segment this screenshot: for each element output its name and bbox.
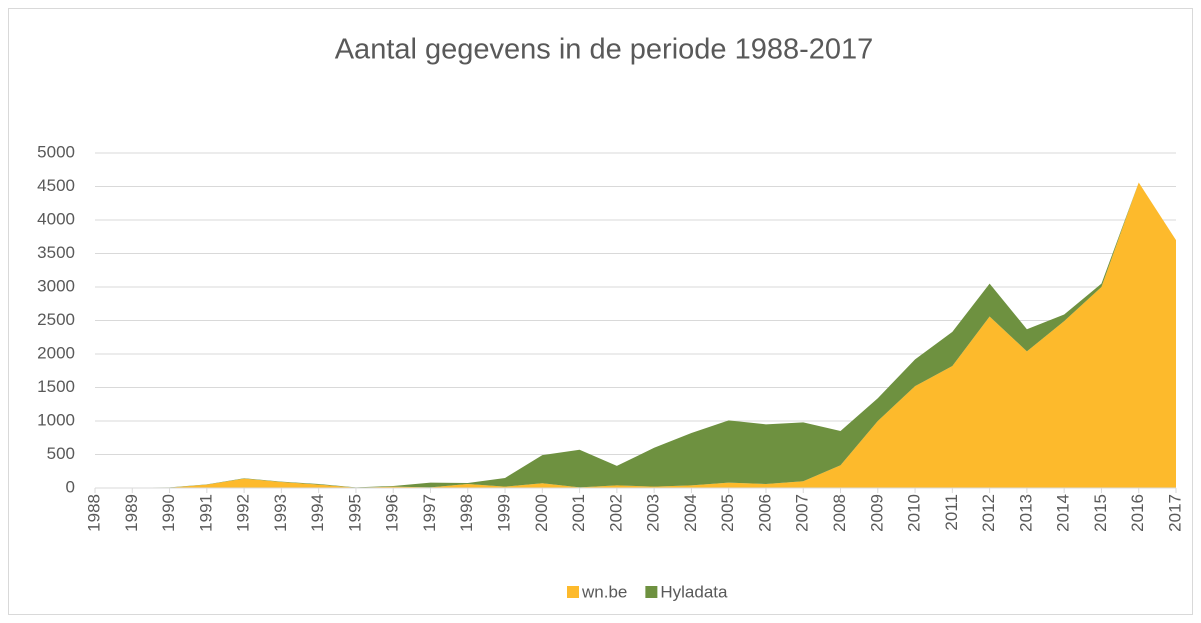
x-tick-label: 1994 — [308, 494, 327, 532]
x-tick-label: 2015 — [1091, 494, 1110, 532]
legend-label: wn.be — [581, 582, 627, 601]
x-tick-label: 2016 — [1128, 494, 1147, 532]
y-tick-label: 4000 — [37, 209, 75, 228]
area — [95, 182, 1176, 489]
x-tick-label: 2002 — [606, 494, 625, 532]
x-tick-label: 1996 — [383, 494, 402, 532]
x-tick-label: 2001 — [569, 494, 588, 532]
x-tick-label: 2000 — [532, 494, 551, 532]
x-tick-label: 2008 — [830, 494, 849, 532]
x-tick-label: 2007 — [793, 494, 812, 532]
x-tick-label: 1990 — [159, 494, 178, 532]
y-tick-label: 1500 — [37, 377, 75, 396]
x-tick-label: 2010 — [905, 494, 924, 532]
y-tick-label: 2500 — [37, 310, 75, 329]
x-tick-label: 1995 — [345, 494, 364, 532]
x-tick-label: 1992 — [234, 494, 253, 532]
y-tick-label: 0 — [66, 477, 75, 496]
x-tick-label: 2011 — [942, 494, 961, 531]
x-tick-label: 2004 — [681, 494, 700, 532]
y-tick-label: 500 — [47, 444, 75, 463]
x-tick-label: 1993 — [271, 494, 290, 532]
x-tick-label: 1988 — [84, 494, 103, 532]
x-tick-label: 2014 — [1054, 494, 1073, 532]
x-tick-label: 1998 — [457, 494, 476, 532]
chart-title: Aantal gegevens in de periode 1988-2017 — [335, 34, 874, 66]
legend-swatch — [567, 586, 579, 598]
x-tick-label: 1991 — [196, 494, 215, 532]
x-tick-label: 2005 — [718, 494, 737, 532]
x-tick-label: 2003 — [644, 494, 663, 532]
area — [95, 182, 1176, 489]
chart-border — [8, 8, 1193, 615]
x-tick-label: 1999 — [495, 494, 514, 532]
y-tick-label: 2000 — [37, 343, 75, 362]
y-tick-label: 3500 — [37, 243, 75, 262]
x-tick-label: 2017 — [1165, 494, 1184, 532]
x-tick-label: 2012 — [979, 494, 998, 532]
x-tick-label: 1989 — [122, 494, 141, 532]
legend-label: Hyladata — [660, 582, 728, 601]
x-tick-label: 1997 — [420, 494, 439, 532]
x-tick-label: 2013 — [1016, 494, 1035, 532]
x-tick-label: 2006 — [755, 494, 774, 532]
legend-swatch — [645, 586, 658, 598]
y-tick-label: 3000 — [37, 276, 75, 295]
y-tick-label: 5000 — [37, 142, 75, 161]
x-tick-label: 2009 — [867, 494, 886, 532]
y-tick-label: 1000 — [37, 410, 75, 429]
y-tick-label: 4500 — [37, 176, 75, 195]
